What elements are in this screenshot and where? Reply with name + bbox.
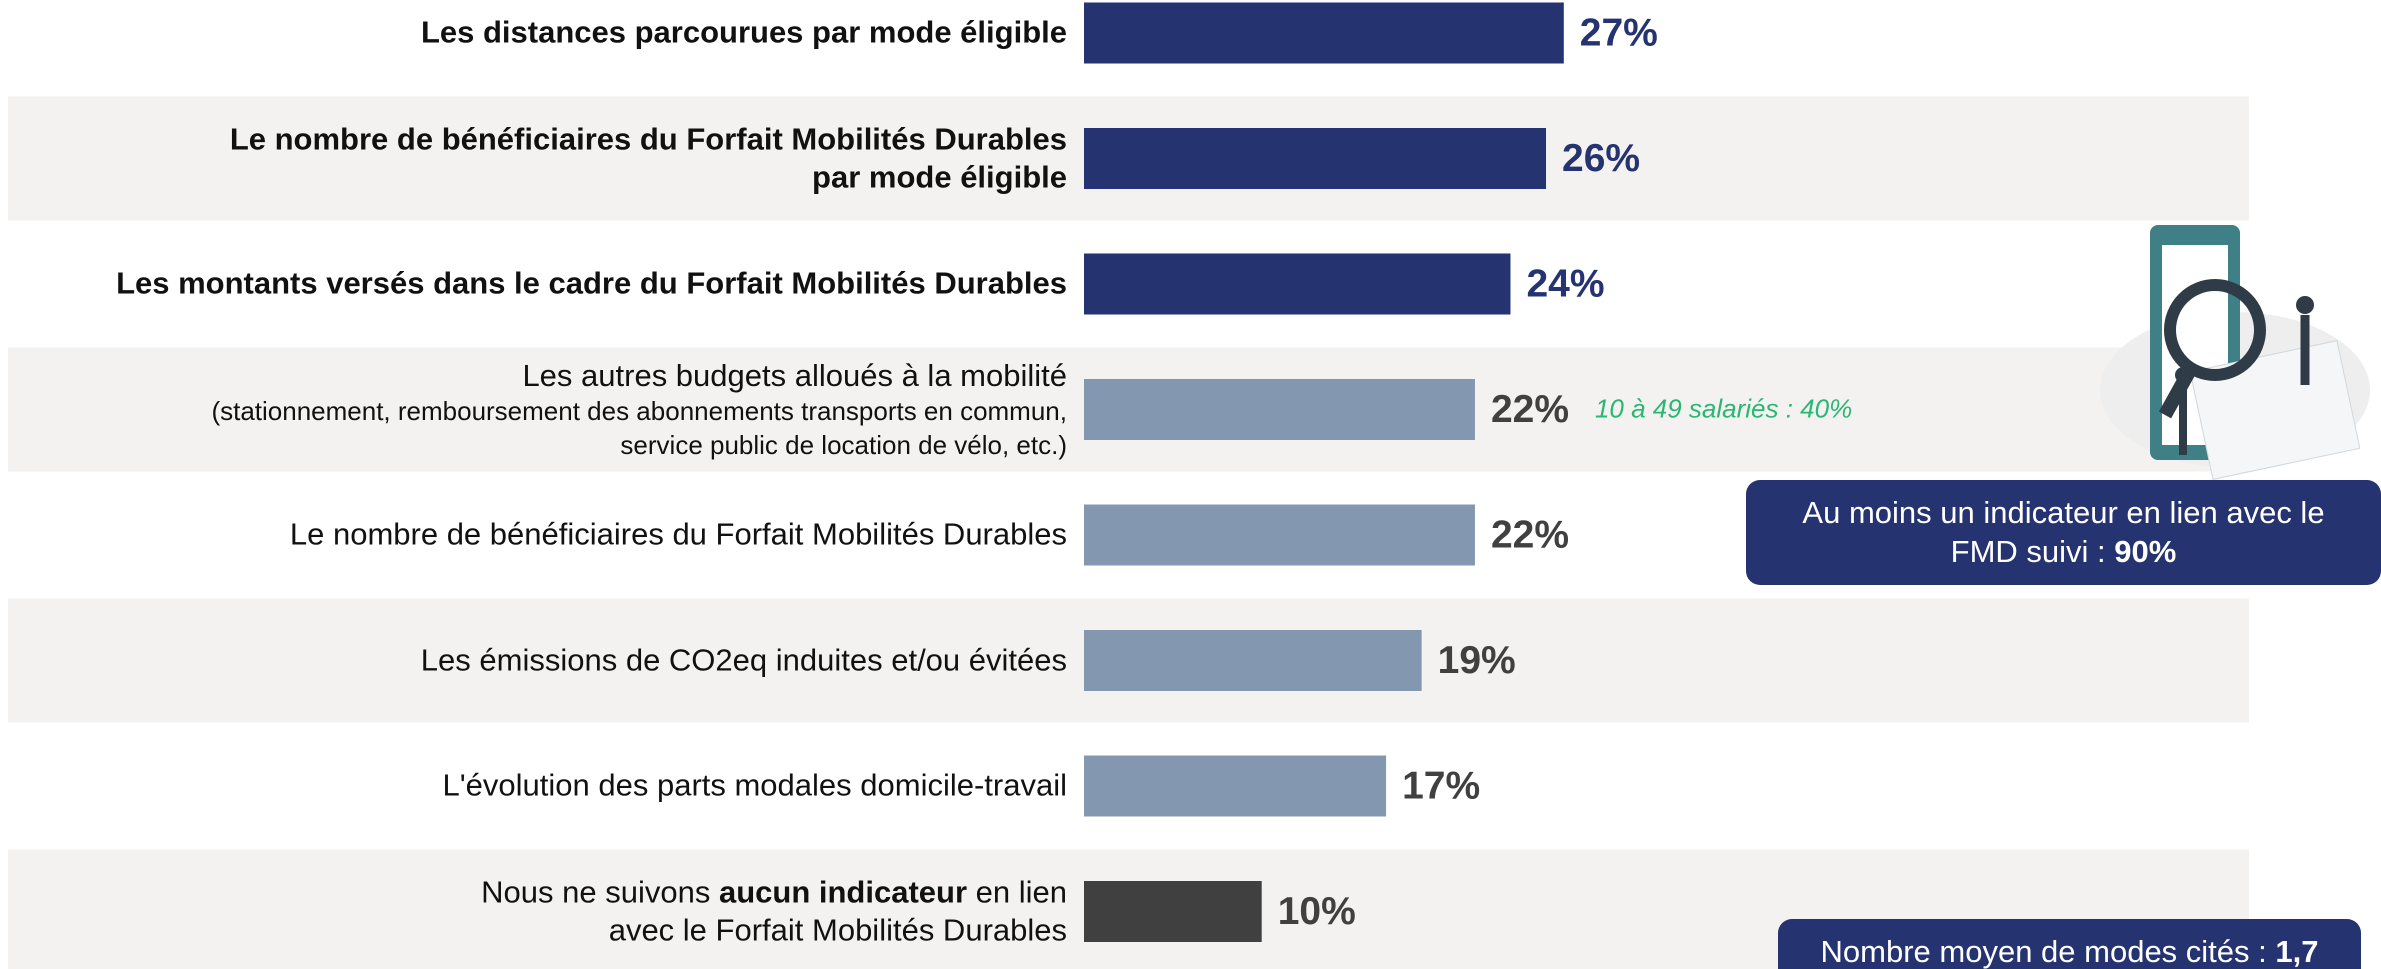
category-label-text: L'évolution des parts modales domicile-t… [442,767,1068,803]
category-label: Le nombre de bénéficiaires du Forfait Mo… [7,516,1067,555]
category-detail: (stationnement, remboursement des abonne… [211,396,1067,460]
value-label: 22% [1491,388,1569,431]
category-label: Le nombre de bénéficiaires du Forfait Mo… [7,120,1067,198]
value-label: 17% [1402,764,1480,807]
callout-label: Nombre moyen de modes cités : [1820,934,2276,969]
bar [1084,128,1547,189]
callout-value: 1,7 [2275,934,2319,969]
value-label: 27% [1580,11,1658,54]
category-label: Les autres budgets alloués à la mobilité… [7,356,1067,462]
bar [1084,630,1422,691]
illustration [2100,225,2370,480]
callout-value: 90% [2114,533,2177,569]
value-label: 22% [1491,513,1569,556]
category-label-text: Les autres budgets alloués à la mobilité [522,357,1067,393]
bar [1084,881,1262,942]
category-label-text: Les distances parcourues par mode éligib… [420,14,1067,50]
category-label: Les distances parcourues par mode éligib… [7,14,1067,53]
bar [1084,379,1475,440]
callout-text: Au moins un indicateur en lien avec le F… [1802,494,2324,572]
callout: Au moins un indicateur en lien avec le F… [1746,480,2381,585]
category-label-part: aucun indicateur [718,873,968,909]
category-label-text: Le nombre de bénéficiaires du Forfait Mo… [229,120,1067,195]
category-label-part: en lien avec le Forfait Mobilités Durabl… [608,873,1067,948]
callout-label: Au moins un indicateur en lien avec le F… [1802,494,2325,569]
value-label: 10% [1278,890,1356,933]
value-label: 26% [1562,137,1640,180]
category-label: Les montants versés dans le cadre du For… [7,265,1067,304]
bar [1084,2,1564,64]
bar [1084,504,1475,566]
category-label: Les émissions de CO2eq induites et/ou év… [7,641,1067,680]
annotation: 10 à 49 salariés : 40% [1595,393,1852,423]
category-label-text: Les montants versés dans le cadre du For… [116,265,1067,301]
value-label: 24% [1526,262,1604,305]
category-label-text: Les émissions de CO2eq induites et/ou év… [420,642,1067,678]
bar [1084,253,1511,315]
category-label: L'évolution des parts modales domicile-t… [7,767,1068,806]
callout-text: Nombre moyen de modes cités : 1,7 [1821,933,2319,969]
category-label: Nous ne suivons aucun indicateur en lien… [7,873,1067,951]
bar [1084,755,1387,817]
category-label-part: Nous ne suivons [481,873,719,909]
value-label: 19% [1438,639,1516,682]
category-label-text: Le nombre de bénéficiaires du Forfait Mo… [289,516,1067,552]
callout: Nombre moyen de modes cités : 1,7 [1778,919,2361,969]
